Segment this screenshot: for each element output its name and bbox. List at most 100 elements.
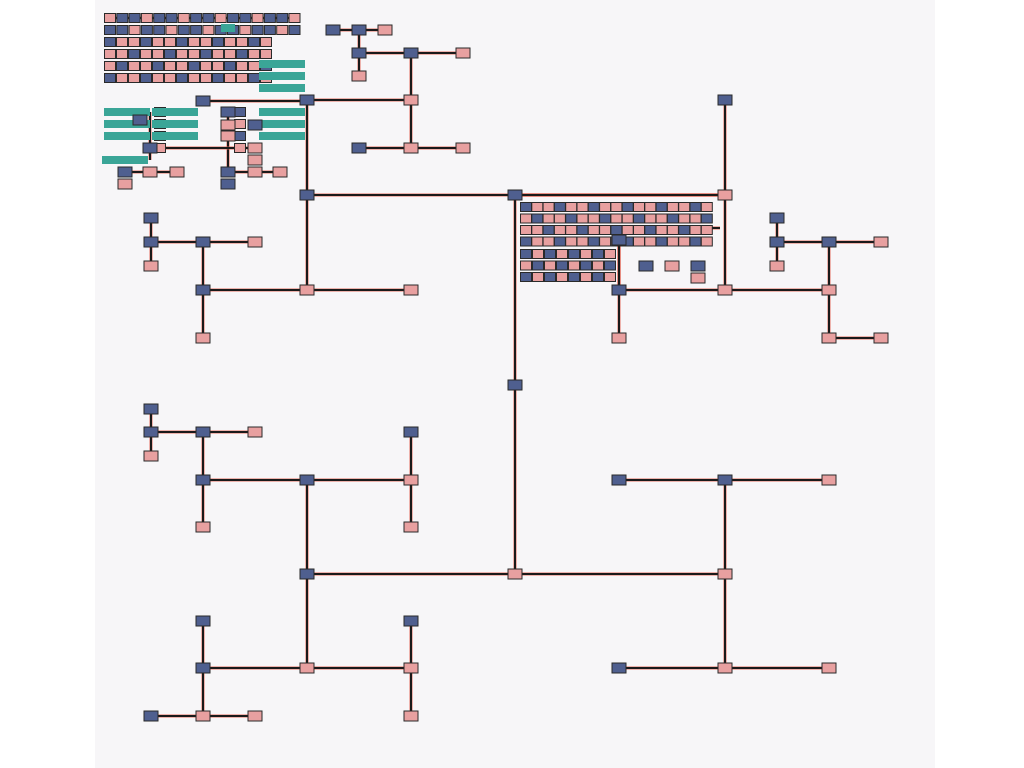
node-pink xyxy=(164,37,176,47)
node-pink xyxy=(164,73,176,83)
node-pink xyxy=(455,47,471,59)
node-pink xyxy=(553,213,566,224)
node-pink xyxy=(152,37,164,47)
node-blue xyxy=(195,236,211,248)
node-pink xyxy=(403,662,419,674)
node-blue xyxy=(580,260,592,271)
node-pink xyxy=(116,49,128,59)
node-blue xyxy=(142,142,158,154)
node-blue xyxy=(655,202,668,212)
node-blue xyxy=(176,37,188,47)
node-pink xyxy=(821,284,837,296)
node-teal xyxy=(259,108,305,116)
node-blue xyxy=(132,114,148,126)
node-pink xyxy=(251,13,264,23)
node-blue xyxy=(239,13,252,23)
node-blue xyxy=(143,710,159,722)
node-pink xyxy=(276,25,289,35)
node-pink xyxy=(236,73,248,83)
node-pink xyxy=(202,25,215,35)
node-blue xyxy=(621,202,634,212)
node-blue xyxy=(666,213,679,224)
node-blue xyxy=(195,95,211,107)
node-blue xyxy=(116,61,128,71)
node-blue xyxy=(212,37,224,47)
node-blue xyxy=(188,61,200,71)
node-pink xyxy=(666,236,679,247)
node-blue xyxy=(276,13,289,23)
node-pink xyxy=(565,236,578,247)
node-pink xyxy=(140,13,153,23)
node-pink xyxy=(260,49,272,59)
node-teal xyxy=(152,120,198,128)
node-pink xyxy=(247,710,263,722)
node-pink xyxy=(403,474,419,486)
node-pink xyxy=(164,61,176,71)
node-pink xyxy=(717,662,733,674)
node-blue xyxy=(128,13,141,23)
node-pink xyxy=(717,189,733,201)
node-blue xyxy=(247,119,263,131)
node-blue xyxy=(251,25,264,35)
node-teal xyxy=(102,156,148,164)
node-pink xyxy=(200,73,212,83)
node-blue xyxy=(220,166,236,178)
node-blue xyxy=(351,24,367,36)
node-pink xyxy=(195,332,211,344)
node-pink xyxy=(128,25,141,35)
node-blue xyxy=(542,225,555,235)
node-blue xyxy=(689,236,702,247)
node-blue xyxy=(678,225,691,235)
node-blue xyxy=(116,25,129,35)
node-blue xyxy=(143,212,159,224)
node-blue xyxy=(299,474,315,486)
node-pink xyxy=(247,154,263,166)
node-pink xyxy=(143,450,159,462)
node-pink xyxy=(220,130,236,142)
node-pink xyxy=(531,236,544,247)
node-blue xyxy=(568,272,580,282)
node-pink xyxy=(520,213,532,224)
node-teal xyxy=(221,24,235,32)
node-blue xyxy=(263,13,276,23)
node-pink xyxy=(165,25,178,35)
node-pink xyxy=(236,37,248,47)
node-blue xyxy=(611,662,627,674)
node-pink xyxy=(690,272,706,284)
node-pink xyxy=(678,202,691,212)
node-pink xyxy=(403,710,419,722)
node-pink xyxy=(769,260,785,272)
node-blue xyxy=(195,284,211,296)
node-pink xyxy=(520,260,532,271)
node-pink xyxy=(700,236,713,247)
node-teal xyxy=(259,132,305,140)
node-pink xyxy=(700,202,713,212)
node-pink xyxy=(542,213,555,224)
node-pink xyxy=(666,225,679,235)
node-pink xyxy=(700,225,713,235)
node-pink xyxy=(117,178,133,190)
node-pink xyxy=(248,49,260,59)
node-pink xyxy=(239,25,252,35)
node-pink xyxy=(220,119,236,131)
node-teal xyxy=(104,108,150,116)
node-blue xyxy=(507,189,523,201)
node-blue xyxy=(351,142,367,154)
node-pink xyxy=(455,142,471,154)
node-blue xyxy=(544,272,556,282)
node-blue xyxy=(520,236,532,247)
node-blue xyxy=(190,25,203,35)
node-pink xyxy=(633,236,645,247)
node-pink xyxy=(140,49,152,59)
node-pink xyxy=(821,332,837,344)
node-pink xyxy=(140,61,152,71)
node-teal xyxy=(104,132,150,140)
node-blue xyxy=(220,106,236,118)
node-pink xyxy=(104,13,116,23)
node-pink xyxy=(664,260,680,272)
node-pink xyxy=(234,119,246,129)
node-pink xyxy=(599,202,612,212)
node-blue xyxy=(104,25,116,35)
node-pink xyxy=(176,49,188,59)
